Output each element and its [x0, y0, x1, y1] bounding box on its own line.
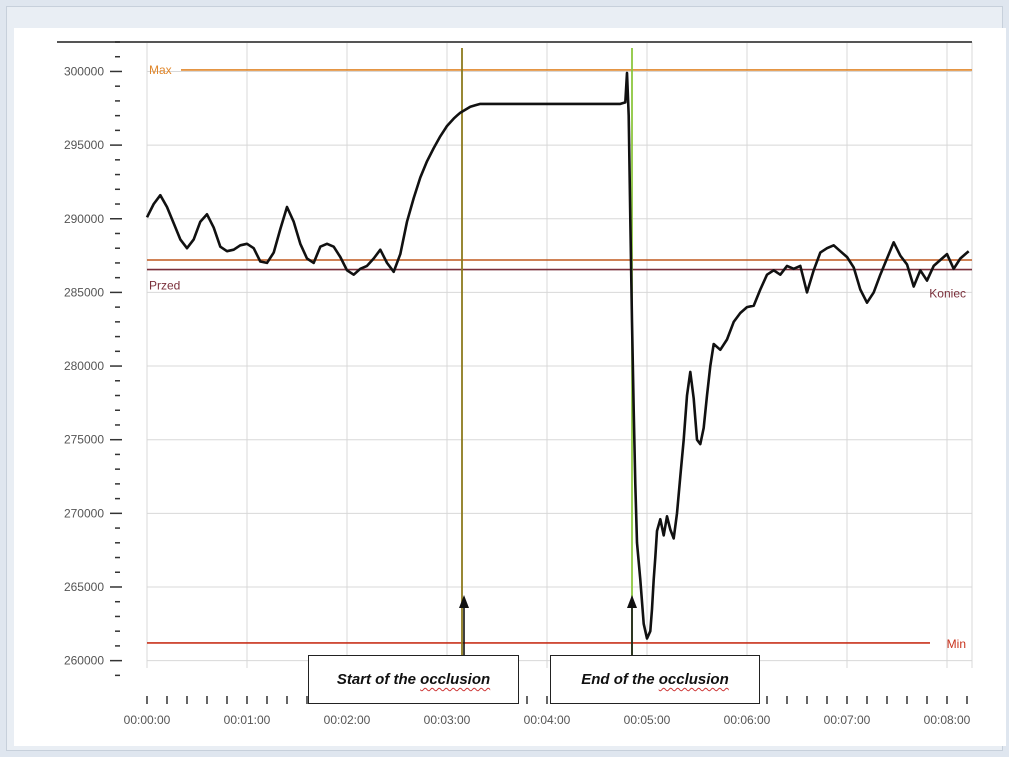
grid: [146, 42, 973, 668]
ref-label-min: Min: [947, 637, 966, 651]
x-tick-label: 00:03:00: [424, 713, 471, 727]
x-tick-label: 00:02:00: [324, 713, 371, 727]
annotation-arrows: [459, 595, 637, 656]
x-tick-label: 00:01:00: [224, 713, 271, 727]
x-tick-label: 00:06:00: [724, 713, 771, 727]
y-tick-label: 275000: [64, 433, 104, 447]
axes: 260000 265000 270000 275000 280000 285000 2900…: [57, 41, 972, 727]
y-tick-label: 300000: [64, 64, 104, 78]
x-tick-label: 00:04:00: [524, 713, 571, 727]
y-tick-label: 280000: [64, 359, 104, 373]
y-tick-label: 290000: [64, 212, 104, 226]
end-annotation-prefix: End of the: [581, 671, 655, 688]
reference-lines: Max Przed Koniec Min: [147, 63, 972, 651]
occlusion-chart: Max Przed Koniec Min 260000 265000 270000 2750…: [57, 41, 973, 727]
end-occlusion-annotation: End of the occlusion: [550, 655, 760, 704]
series: [145, 71, 970, 640]
ref-label-koniec: Koniec: [929, 287, 966, 301]
start-occlusion-annotation: Start of the occlusion: [308, 655, 519, 704]
y-tick-label: 270000: [64, 506, 104, 520]
x-tick-label: 00:08:00: [924, 713, 971, 727]
start-annotation-emphasis: occlusion: [420, 671, 491, 688]
start-arrow-head: [459, 595, 469, 608]
chart-panel: Max Przed Koniec Min 260000 265000 270000 2750…: [14, 28, 1006, 746]
signal-line: [145, 71, 970, 640]
start-annotation-prefix: Start of the: [336, 671, 416, 688]
end-arrow-head: [627, 595, 637, 608]
x-tick-label: 00:05:00: [624, 713, 671, 727]
y-tick-label: 260000: [64, 654, 104, 668]
y-tick-label: 295000: [64, 138, 104, 152]
y-tick-label: 285000: [64, 285, 104, 299]
ref-label-max: Max: [149, 63, 172, 77]
x-tick-label: 00:07:00: [824, 713, 871, 727]
end-annotation-emphasis: occlusion: [658, 671, 729, 688]
x-tick-label: 00:00:00: [124, 713, 171, 727]
y-tick-label: 265000: [64, 580, 104, 594]
ref-label-przed: Przed: [149, 279, 180, 293]
